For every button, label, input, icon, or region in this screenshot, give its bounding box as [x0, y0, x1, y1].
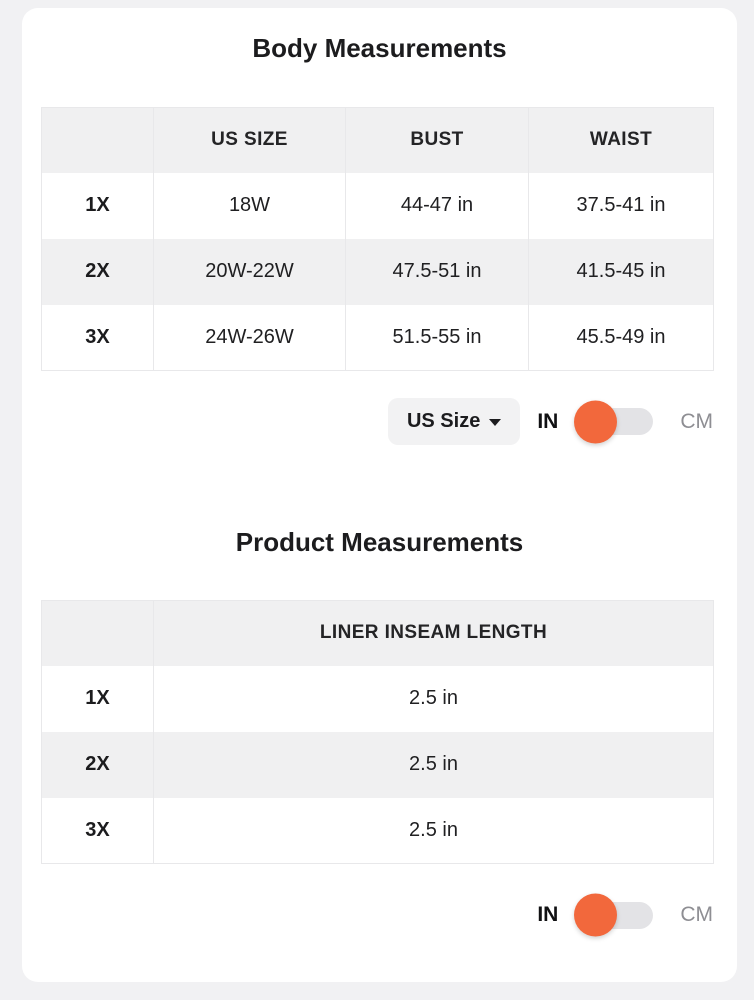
chevron-down-icon: [489, 419, 502, 426]
size-cell: 3X: [41, 797, 154, 864]
unit-toggle[interactable]: [574, 893, 654, 937]
header-cell-empty: [41, 107, 154, 173]
unit-toggle-knob: [574, 893, 618, 937]
unit-label-in[interactable]: IN: [537, 903, 559, 926]
table-row: 2X 2.5 in: [41, 731, 714, 798]
header-cell-waist: WAIST: [528, 107, 714, 173]
body-measurements-table-wrap: US SIZE BUST WAIST 1X 18W 44-47 in 37.5-…: [41, 107, 714, 371]
bust-cell: 44-47 in: [345, 172, 529, 239]
table-row: 2X 20W-22W 47.5-51 in 41.5-45 in: [41, 238, 714, 305]
body-measurements-title: Body Measurements: [252, 33, 507, 63]
table-row: 3X 2.5 in: [41, 797, 714, 864]
bust-cell: 51.5-55 in: [345, 304, 529, 371]
us-size-cell: 20W-22W: [153, 238, 346, 305]
unit-label-in[interactable]: IN: [537, 409, 559, 433]
product-measurements-title: Product Measurements: [235, 527, 524, 557]
product-measurements-controls: IN CM: [22, 892, 713, 938]
product-measurements-table-wrap: LINER INSEAM LENGTH 1X 2.5 in 2X 2.5 in …: [41, 600, 714, 864]
table-row: 3X 24W-26W 51.5-55 in 45.5-49 in: [41, 304, 714, 371]
unit-toggle[interactable]: [574, 400, 654, 443]
product-measurements-table: LINER INSEAM LENGTH 1X 2.5 in 2X 2.5 in …: [41, 600, 714, 864]
body-measurements-table: US SIZE BUST WAIST 1X 18W 44-47 in 37.5-…: [41, 107, 714, 371]
size-cell: 2X: [41, 731, 154, 798]
header-cell-liner-inseam-length: LINER INSEAM LENGTH: [153, 600, 714, 666]
size-cell: 2X: [41, 238, 154, 305]
size-system-dropdown[interactable]: US Size: [387, 398, 521, 445]
waist-cell: 37.5-41 in: [528, 172, 714, 239]
liner-inseam-cell: 2.5 in: [153, 731, 714, 798]
unit-label-cm[interactable]: CM: [680, 409, 713, 433]
waist-cell: 45.5-49 in: [528, 304, 714, 371]
header-cell-us-size: US SIZE: [153, 107, 346, 173]
size-cell: 3X: [41, 304, 154, 371]
unit-label-cm[interactable]: CM: [680, 903, 713, 926]
liner-inseam-cell: 2.5 in: [153, 797, 714, 864]
unit-toggle-knob: [574, 400, 618, 443]
table-header-row: LINER INSEAM LENGTH: [41, 600, 714, 666]
bust-cell: 47.5-51 in: [345, 238, 529, 305]
liner-inseam-cell: 2.5 in: [153, 665, 714, 732]
body-measurements-controls: US Size IN CM: [22, 398, 713, 445]
us-size-cell: 24W-26W: [153, 304, 346, 371]
table-header-row: US SIZE BUST WAIST: [41, 107, 714, 173]
header-cell-empty: [41, 600, 154, 666]
size-chart-card: Body Measurements US SIZE BUST WAIST 1X …: [22, 8, 737, 982]
waist-cell: 41.5-45 in: [528, 238, 714, 305]
us-size-cell: 18W: [153, 172, 346, 239]
size-cell: 1X: [41, 665, 154, 732]
table-row: 1X 18W 44-47 in 37.5-41 in: [41, 172, 714, 239]
size-cell: 1X: [41, 172, 154, 239]
table-row: 1X 2.5 in: [41, 665, 714, 732]
header-cell-bust: BUST: [345, 107, 529, 173]
size-system-dropdown-label: US Size: [406, 410, 481, 432]
